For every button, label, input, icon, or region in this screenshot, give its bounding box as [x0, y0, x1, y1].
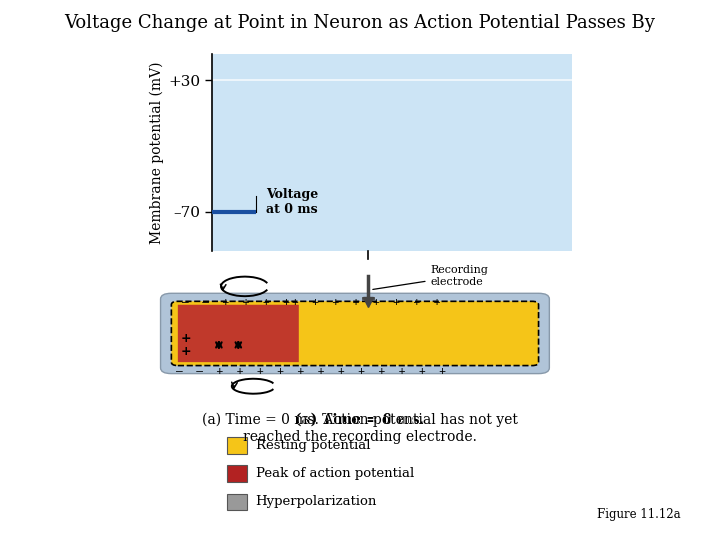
Text: +: +: [181, 345, 192, 359]
FancyBboxPatch shape: [178, 305, 299, 362]
FancyBboxPatch shape: [161, 293, 549, 374]
Text: +: +: [181, 332, 192, 345]
Text: –  –  +  +  +  +  +  +  +  +  +  +  +  +: – – + + + + + + + + + + + +: [176, 366, 446, 376]
Text: Figure 11.12a: Figure 11.12a: [597, 508, 680, 521]
Text: (a) Time = 0 ms. Action potential has not yet
reached the recording electrode.: (a) Time = 0 ms. Action potential has no…: [202, 413, 518, 444]
Text: +  +  +  +  +  +  +  +: + + + + + + + +: [292, 298, 441, 307]
Text: (a) Time = 0 ms.: (a) Time = 0 ms.: [295, 413, 425, 427]
Text: Resting potential: Resting potential: [256, 439, 370, 452]
Text: –  –  +  +  +  +: – – + + + +: [182, 298, 290, 307]
Text: Peak of action potential: Peak of action potential: [256, 467, 414, 480]
Text: Voltage Change at Point in Neuron as Action Potential Passes By: Voltage Change at Point in Neuron as Act…: [65, 14, 655, 31]
Text: (a) Time ═ 0 ms. Action potential has not yet
reached the recording electrode.: (a) Time ═ 0 ms. Action potential has no…: [204, 413, 516, 444]
Y-axis label: Membrane potential (mV): Membrane potential (mV): [150, 62, 164, 244]
Text: Recording
electrode: Recording electrode: [373, 265, 488, 289]
Text: Voltage
at 0 ms: Voltage at 0 ms: [266, 188, 319, 216]
FancyBboxPatch shape: [171, 301, 539, 366]
Text: Hyperpolarization: Hyperpolarization: [256, 495, 377, 508]
